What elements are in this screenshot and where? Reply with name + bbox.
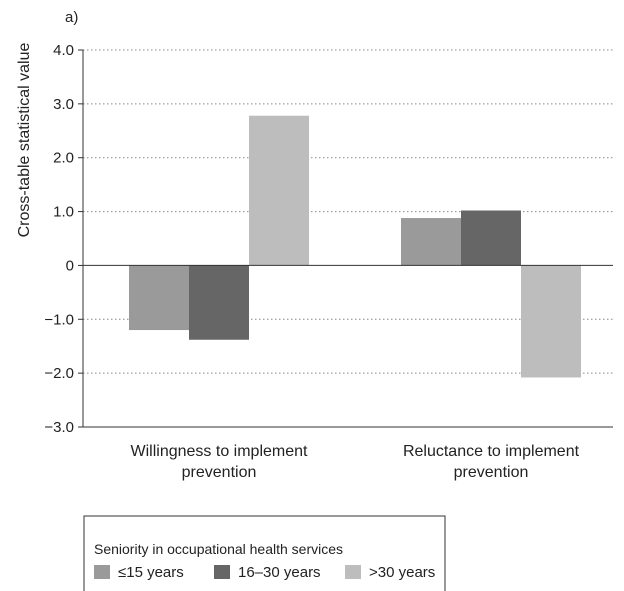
y-tick-label: 4.0 xyxy=(53,42,74,59)
bar xyxy=(189,265,249,340)
x-tick-label: prevention xyxy=(454,464,529,481)
x-tick-label: prevention xyxy=(182,464,257,481)
y-tick-label: 1.0 xyxy=(53,204,74,221)
bar xyxy=(249,115,309,266)
legend-entry-label: >30 years xyxy=(369,564,435,581)
bar xyxy=(401,218,461,266)
gridlines xyxy=(83,49,613,374)
y-tick-label: −1.0 xyxy=(44,311,74,328)
y-tick-label: −2.0 xyxy=(44,365,74,382)
legend-swatch xyxy=(94,565,110,579)
legend-title: Seniority in occupational health service… xyxy=(94,541,343,557)
bars xyxy=(129,115,581,378)
axes xyxy=(82,50,613,428)
bar xyxy=(521,265,581,378)
legend-swatch xyxy=(345,565,361,579)
y-axis-label: Cross-table statistical value xyxy=(16,43,33,238)
legend-box xyxy=(83,515,446,591)
y-tick-label: 0 xyxy=(66,257,74,274)
y-axis-ticks: 4.0 3.0 2.0 1.0 0 −1.0 −2.0 −3.0 xyxy=(44,42,83,436)
y-tick-label: 3.0 xyxy=(53,96,74,113)
y-tick-label: −3.0 xyxy=(44,419,74,436)
bar xyxy=(129,265,189,331)
y-tick-label: 2.0 xyxy=(53,150,74,167)
legend-entry-label: 16–30 years xyxy=(238,564,321,581)
legend-entry-label: ≤15 years xyxy=(118,564,184,581)
panel-label: a) xyxy=(65,9,78,26)
x-tick-label: Reluctance to implement xyxy=(403,443,580,460)
legend: Seniority in occupational health service… xyxy=(83,515,446,591)
bar xyxy=(461,210,521,266)
x-tick-label: Willingness to implement xyxy=(131,443,309,460)
x-axis-labels: Willingness to implement prevention Reluct… xyxy=(131,443,580,481)
legend-swatch xyxy=(214,565,230,579)
